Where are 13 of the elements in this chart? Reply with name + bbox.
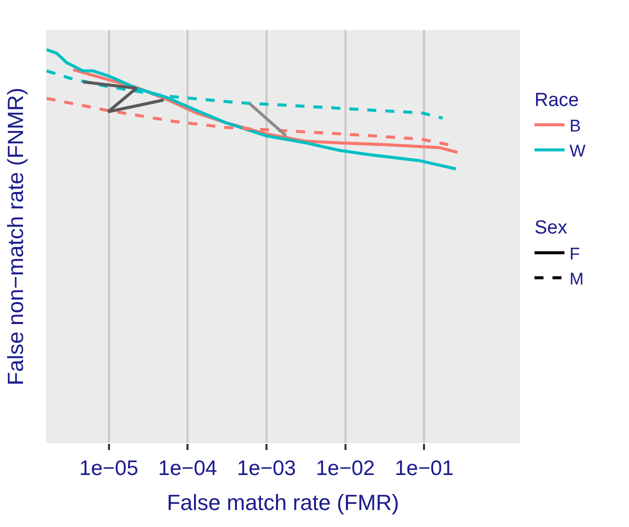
legend-label: W — [569, 142, 586, 161]
legend-label: F — [569, 244, 580, 264]
text: Sex — [534, 218, 568, 239]
y-axis-title: False non−match rate (FNMR) — [2, 88, 28, 386]
x-tick-label: 1e−03 — [236, 457, 296, 480]
legend-label: M — [569, 269, 584, 288]
x-axis-title: False match rate (FMR) — [166, 490, 400, 516]
x-tick-label: 1e−05 — [79, 457, 138, 480]
x-tick-label: 1e−04 — [158, 457, 218, 480]
x-tick-label: 1e−02 — [316, 457, 375, 480]
legend-label: B — [569, 116, 581, 136]
text: Race — [534, 90, 579, 111]
x-tick-label: 1e−01 — [394, 457, 454, 480]
